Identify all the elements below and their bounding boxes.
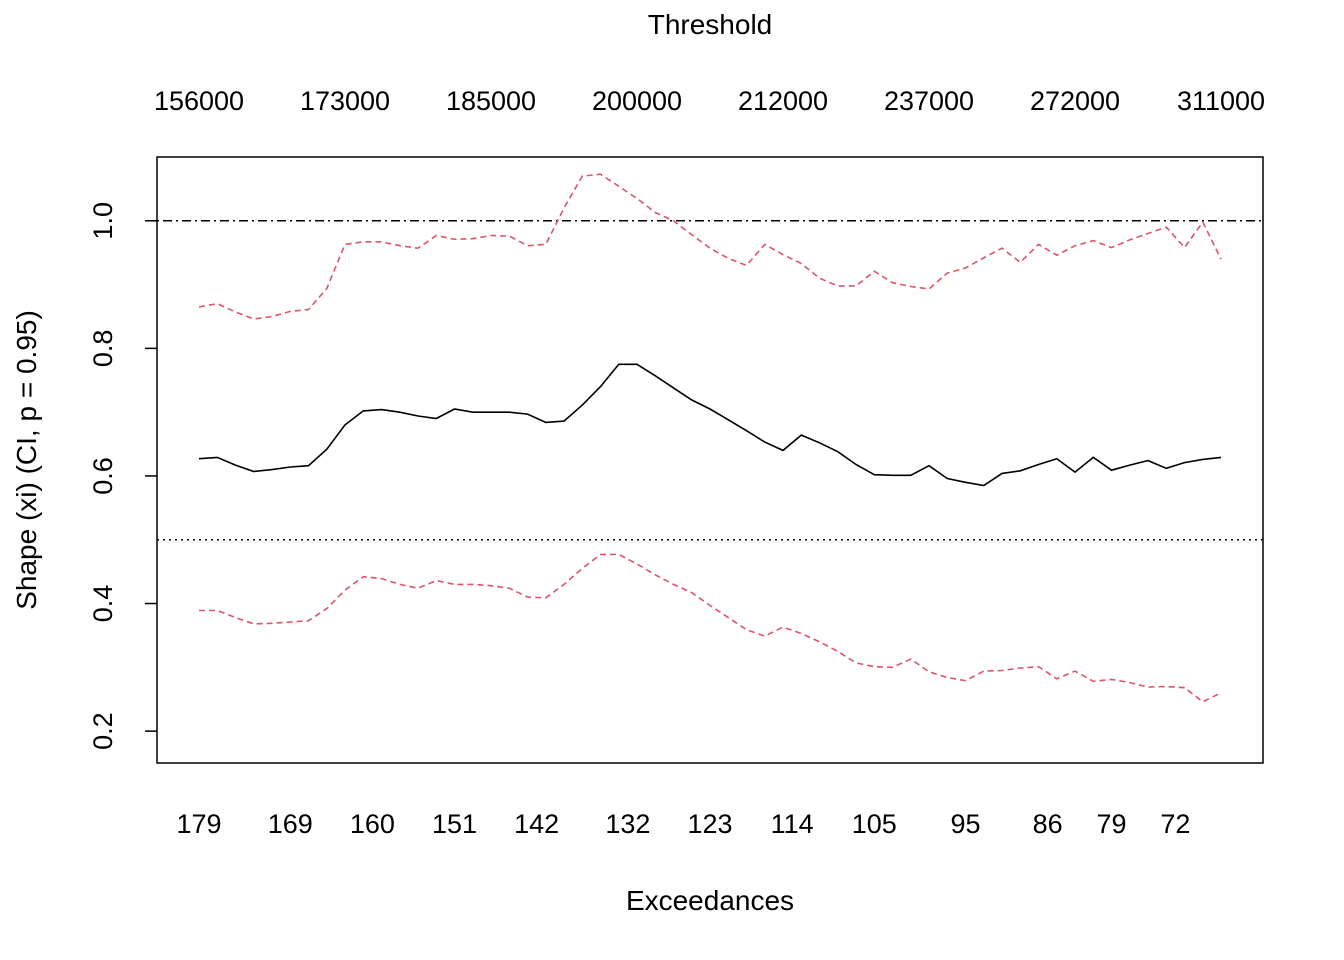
x-tick-label-6: 123 xyxy=(687,809,732,839)
series-lines xyxy=(198,173,1222,703)
x-tick-label-9: 95 xyxy=(950,809,980,839)
x-tick-label-7: 114 xyxy=(771,809,814,839)
x-axis-bottom: 179 169 160 151 142 132 123 114 105 95 86 79 72 xyxy=(176,809,1190,839)
top-tick-label-6: 272000 xyxy=(1030,86,1120,116)
x-tick-label-1: 169 xyxy=(268,809,313,839)
y-tick-label-0: 0.2 xyxy=(88,712,118,750)
y-tick-label-1: 0.4 xyxy=(88,585,118,623)
x-tick-label-4: 142 xyxy=(514,809,559,839)
series-line-0 xyxy=(198,363,1222,487)
x-tick-label-5: 132 xyxy=(605,809,650,839)
x-axis-top: 156000 173000 185000 200000 212000 237000 2720… xyxy=(154,86,1265,116)
y-axis: 0.2 0.4 0.6 0.8 1.0 xyxy=(88,202,157,750)
x-tick-label-10: 86 xyxy=(1033,809,1063,839)
top-axis-title: Threshold xyxy=(648,9,773,40)
top-tick-label-7: 311000 xyxy=(1177,86,1265,116)
y-tick-label-3: 0.8 xyxy=(88,330,118,368)
y-tick-label-2: 0.6 xyxy=(88,457,118,495)
y-axis-title: Shape (xi) (CI, p = 0.95) xyxy=(11,310,42,610)
series-line-2 xyxy=(199,553,1222,703)
x-tick-label-12: 72 xyxy=(1160,809,1190,839)
top-tick-label-5: 237000 xyxy=(884,86,974,116)
series-line-1 xyxy=(198,173,1222,320)
x-tick-label-8: 105 xyxy=(852,809,897,839)
x-axis-title: Exceedances xyxy=(626,885,794,916)
x-tick-label-11: 79 xyxy=(1096,809,1126,839)
top-tick-label-1: 173000 xyxy=(300,86,390,116)
top-tick-label-4: 212000 xyxy=(738,86,828,116)
top-tick-label-2: 185000 xyxy=(446,86,536,116)
top-tick-label-0: 156000 xyxy=(154,86,244,116)
x-tick-label-0: 179 xyxy=(176,809,221,839)
reference-lines xyxy=(157,220,1263,541)
top-tick-label-3: 200000 xyxy=(592,86,682,116)
plot-box xyxy=(156,156,1264,764)
x-tick-label-3: 151 xyxy=(432,809,477,839)
x-tick-label-2: 160 xyxy=(350,809,395,839)
y-tick-label-4: 1.0 xyxy=(88,202,118,240)
